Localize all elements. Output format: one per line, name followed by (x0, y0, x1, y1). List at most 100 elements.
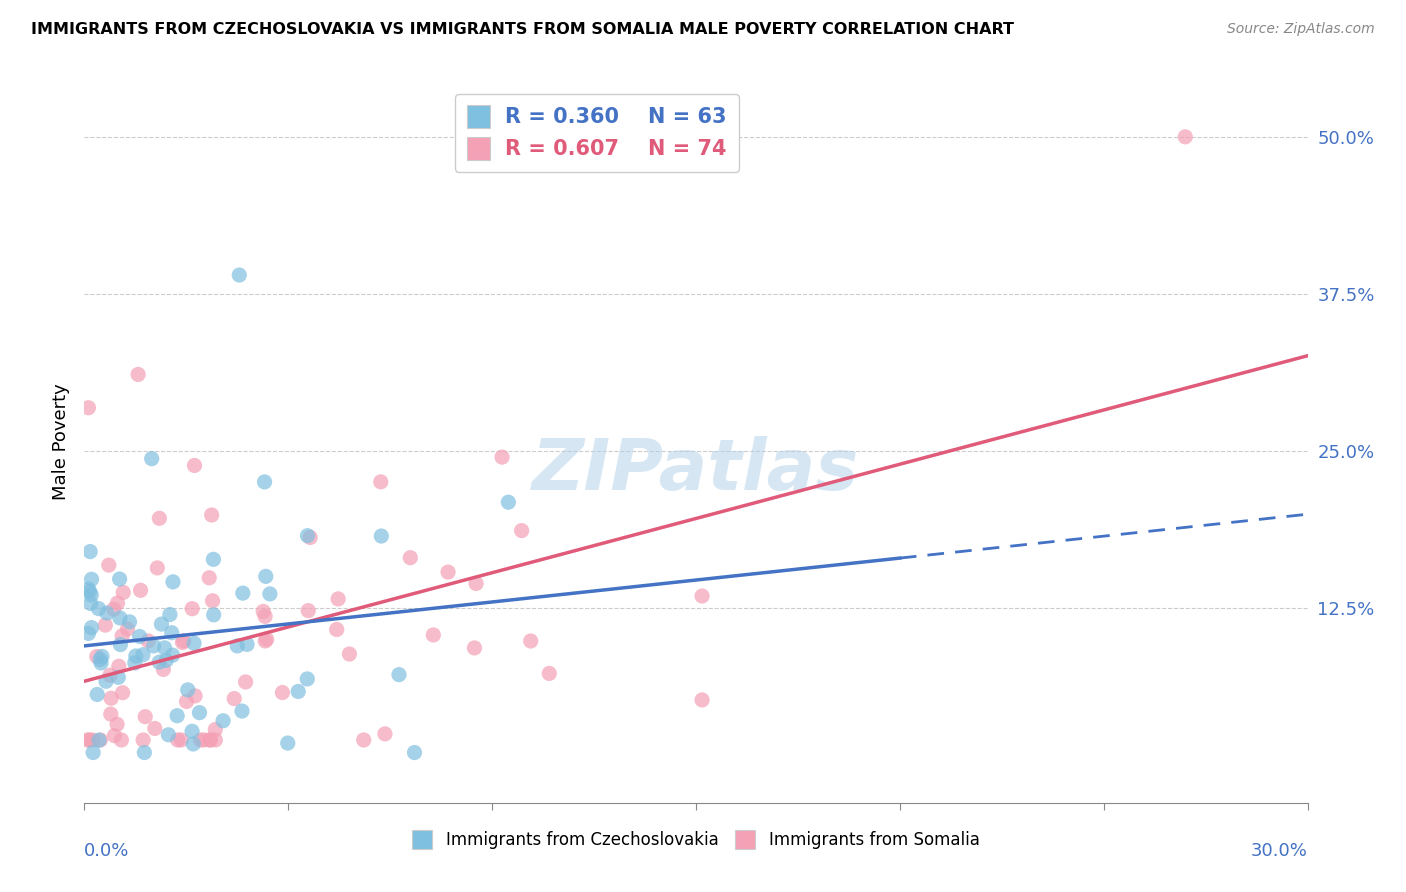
Point (325, 623, 347, 637)
Point (105, 717, 128, 731)
Point (404, 746, 426, 760)
Point (134, 746, 156, 760)
Text: 0.0%: 0.0% (84, 842, 129, 860)
Point (226, 639, 249, 653)
Point (166, 708, 188, 723)
Point (89, 733, 111, 747)
Point (86, 649, 108, 664)
Point (353, 733, 375, 747)
Point (100, 691, 122, 706)
Point (422, 628, 444, 642)
Point (256, 632, 278, 647)
Point (108, 659, 131, 673)
Point (129, 583, 152, 598)
Point (80, 621, 103, 635)
Point (465, 576, 488, 591)
Text: Source: ZipAtlas.com: Source: ZipAtlas.com (1227, 22, 1375, 37)
Point (188, 706, 211, 720)
Point (254, 569, 277, 583)
Point (142, 639, 165, 653)
Point (111, 629, 134, 643)
Point (328, 591, 350, 606)
Point (110, 638, 132, 652)
Point (184, 689, 207, 703)
Point (148, 511, 170, 525)
Point (112, 585, 135, 599)
Point (159, 607, 181, 622)
Point (77, 401, 100, 415)
Point (94, 618, 117, 632)
Text: ZIPatlas: ZIPatlas (533, 436, 859, 505)
Y-axis label: Male Poverty: Male Poverty (52, 384, 70, 500)
Point (201, 594, 224, 608)
Point (370, 529, 392, 543)
Point (170, 733, 193, 747)
Point (134, 709, 156, 723)
Point (110, 733, 132, 747)
Point (193, 733, 215, 747)
Point (252, 604, 274, 618)
Point (108, 572, 131, 586)
Text: IMMIGRANTS FROM CZECHOSLOVAKIA VS IMMIGRANTS FROM SOMALIA MALE POVERTY CORRELATI: IMMIGRANTS FROM CZECHOSLOVAKIA VS IMMIGR… (31, 22, 1014, 37)
Point (297, 672, 319, 686)
Point (198, 733, 221, 747)
Point (173, 634, 195, 648)
Point (690, 589, 713, 603)
Point (125, 648, 148, 663)
Point (299, 531, 322, 545)
Point (86, 688, 108, 702)
Point (90, 656, 112, 670)
Point (498, 495, 520, 509)
Point (143, 722, 166, 736)
Point (177, 682, 200, 697)
Point (97, 558, 120, 573)
Point (297, 604, 319, 618)
Point (91, 649, 114, 664)
Point (202, 607, 225, 622)
Point (89, 652, 111, 666)
Point (181, 601, 204, 615)
Legend: Immigrants from Czechoslovakia, Immigrants from Somalia: Immigrants from Czechoslovakia, Immigran… (406, 823, 986, 856)
Point (181, 724, 204, 739)
Point (437, 565, 460, 579)
Point (124, 656, 146, 670)
Point (150, 617, 173, 632)
Point (98, 668, 121, 682)
Point (153, 640, 176, 655)
Point (87, 733, 110, 747)
Point (538, 666, 561, 681)
Point (118, 615, 141, 629)
Point (212, 714, 235, 728)
Point (259, 587, 281, 601)
Point (152, 662, 174, 676)
Point (107, 596, 129, 610)
Point (201, 508, 224, 522)
Point (82, 733, 104, 747)
Point (108, 611, 131, 625)
Point (690, 693, 713, 707)
Point (200, 733, 222, 747)
Point (519, 634, 541, 648)
Point (232, 586, 254, 600)
Point (155, 653, 177, 667)
Point (87, 601, 110, 615)
Point (235, 675, 257, 690)
Point (254, 609, 277, 624)
Point (79, 544, 101, 558)
Point (132, 733, 155, 747)
Point (370, 475, 392, 489)
Point (510, 524, 533, 538)
Point (190, 733, 212, 747)
Point (271, 685, 294, 699)
Point (77, 733, 100, 747)
Point (96, 606, 118, 620)
Point (79, 597, 101, 611)
Point (77, 582, 100, 596)
Point (463, 640, 485, 655)
Point (228, 268, 250, 282)
Point (202, 552, 225, 566)
Point (166, 733, 188, 747)
Point (399, 550, 422, 565)
Point (183, 458, 205, 473)
Point (103, 602, 125, 616)
